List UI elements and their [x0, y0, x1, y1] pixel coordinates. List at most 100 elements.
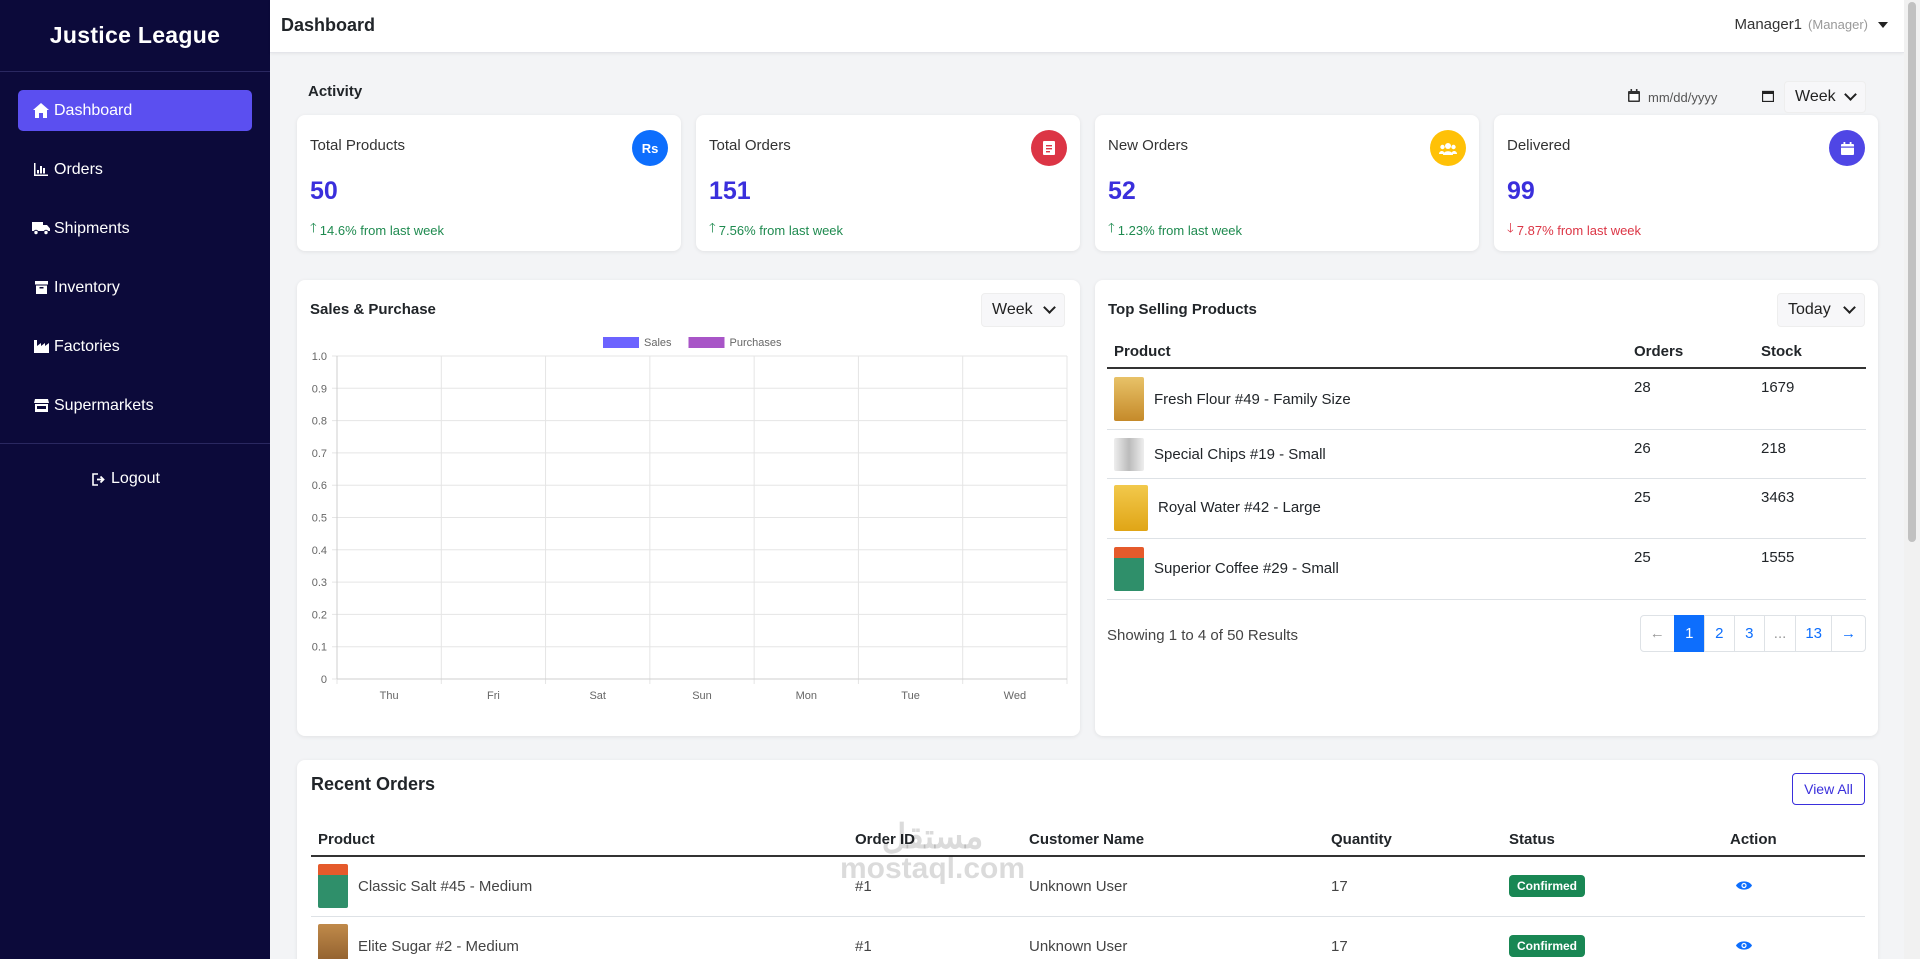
- sidebar-item-label: Orders: [54, 160, 103, 178]
- stat-label: Total Products: [310, 137, 406, 154]
- sidebar-item-label: Shipments: [54, 219, 130, 237]
- stat-label: Total Orders: [709, 137, 791, 154]
- sales-purchase-chart: 0 0.1 0.2 0.3 0.4 0.5 0.6 0.7 0.8 0.9 1.0 Thu Fri Sat…: [312, 337, 1068, 702]
- stat-value: 99: [1507, 177, 1535, 205]
- stat-change-text: 7.56% from last week: [718, 222, 844, 238]
- calendar-icon: [1628, 89, 1640, 105]
- order-id: #1: [848, 916, 1022, 959]
- pagination-page[interactable]: 13: [1795, 615, 1832, 652]
- y-tick-label: 0: [321, 674, 327, 686]
- pagination-page[interactable]: 1: [1673, 615, 1705, 652]
- sidebar-item-label: Dashboard: [54, 101, 133, 119]
- customer-name: Unknown User: [1022, 856, 1324, 917]
- sidebar-item-label: Inventory: [54, 278, 120, 296]
- x-tick-label: Tue: [901, 690, 920, 702]
- sidebar-item-dashboard[interactable]: Dashboard: [18, 90, 252, 131]
- user-menu[interactable]: Manager1 (Manager): [1734, 16, 1888, 33]
- customer-name: Unknown User: [1022, 916, 1324, 959]
- sidebar-item-supermarkets[interactable]: Supermarkets: [18, 385, 252, 426]
- legend-label: Purchases: [730, 337, 782, 349]
- product-name: Elite Sugar #2 - Medium: [358, 937, 519, 955]
- sales-panel-title: Sales & Purchase: [310, 301, 436, 318]
- user-role: (Manager): [1808, 17, 1868, 32]
- arrow-down-icon: 🡓: [1507, 220, 1514, 235]
- column-header: Quantity: [1324, 824, 1502, 857]
- arrow-up-icon: 🡑: [1108, 220, 1115, 235]
- column-header: Orders: [1627, 336, 1754, 369]
- stat-change-text: 14.6% from last week: [319, 222, 445, 238]
- chevron-down-icon: [1843, 301, 1856, 314]
- sidebar-item-label: Supermarkets: [54, 396, 154, 414]
- period-label: Week: [992, 301, 1033, 318]
- date-input[interactable]: mm/dd/yyyy: [1622, 81, 1775, 113]
- stat-card-delivered: Delivered 99 🡓 7.87% from last week: [1494, 115, 1878, 251]
- product-name: Royal Water #42 - Large: [1158, 499, 1321, 516]
- sidebar-item-factories[interactable]: Factories: [18, 326, 252, 367]
- stat-change-text: 1.23% from last week: [1117, 222, 1243, 238]
- box-icon: [32, 280, 50, 296]
- eye-icon[interactable]: [1736, 940, 1752, 951]
- y-tick-label: 0.7: [312, 448, 327, 460]
- y-tick-label: 0.2: [312, 609, 327, 621]
- activity-period-select[interactable]: Week: [1784, 81, 1866, 113]
- y-tick-label: 0.4: [312, 545, 327, 557]
- eye-icon[interactable]: [1736, 880, 1752, 891]
- logout-button[interactable]: Logout: [0, 470, 252, 488]
- sidebar-divider: [0, 443, 270, 444]
- sidebar-item-shipments[interactable]: Shipments: [18, 208, 252, 249]
- y-tick-label: 0.6: [312, 480, 327, 492]
- chart-bar-icon: [32, 162, 50, 178]
- stock-count: 1555: [1754, 538, 1866, 600]
- pagination-page[interactable]: 2: [1703, 615, 1735, 652]
- stat-change: 🡑 7.56% from last week: [709, 219, 843, 241]
- x-tick-label: Sun: [692, 690, 712, 702]
- recent-orders-title: Recent Orders: [311, 774, 436, 794]
- sales-purchase-panel: Sales & Purchase Week 0 0.1 0.2 0.3 0.4 0.5 0.…: [297, 280, 1080, 736]
- product-name: Classic Salt #45 - Medium: [358, 877, 533, 895]
- stock-count: 3463: [1754, 478, 1866, 539]
- activity-title: Activity: [308, 83, 363, 100]
- stat-card-new-orders: New Orders 52 🡑 1.23% from last week: [1095, 115, 1479, 251]
- sales-period-select[interactable]: Week: [981, 293, 1065, 327]
- product-thumbnail: [318, 864, 348, 909]
- top-selling-panel: Top Selling Products Today Product Order…: [1095, 280, 1878, 736]
- stat-change: 🡑 1.23% from last week: [1108, 219, 1242, 241]
- page-scrollbar[interactable]: [1904, 0, 1920, 959]
- period-label: Week: [1795, 88, 1836, 105]
- recent-orders-panel: Recent Orders View All Product Order ID …: [297, 760, 1878, 959]
- pagination-summary: Showing 1 to 4 of 50 Results: [1107, 627, 1298, 644]
- arrow-up-icon: 🡑: [310, 220, 317, 235]
- stat-value: 151: [709, 177, 751, 205]
- date-picker-icon[interactable]: [1761, 90, 1775, 105]
- y-tick-label: 0.8: [312, 416, 327, 428]
- stat-change-text: 7.87% from last week: [1516, 222, 1642, 238]
- status-badge: Confirmed: [1509, 875, 1585, 898]
- sidebar-item-orders[interactable]: Orders: [18, 149, 252, 190]
- table-row: Royal Water #42 - Large 25 3463: [1107, 478, 1866, 539]
- pagination-prev[interactable]: ←: [1639, 615, 1675, 652]
- calendar-icon: [1829, 130, 1865, 166]
- topbar: Dashboard Manager1 (Manager): [270, 0, 1904, 53]
- y-tick-label: 0.1: [312, 642, 327, 654]
- x-tick-label: Fri: [487, 690, 500, 702]
- view-all-button[interactable]: View All: [1792, 773, 1865, 805]
- legend-swatch: [603, 337, 639, 348]
- y-tick-label: 0.5: [312, 513, 327, 525]
- pagination-next[interactable]: →: [1831, 615, 1866, 652]
- scrollbar-thumb[interactable]: [1908, 2, 1916, 542]
- table-row: Fresh Flour #49 - Family Size 28 1679: [1107, 368, 1866, 430]
- rupee-icon-text: Rs: [641, 140, 659, 156]
- orders-count: 28: [1627, 368, 1754, 430]
- stock-count: 218: [1754, 429, 1866, 479]
- top-selling-period-select[interactable]: Today: [1777, 293, 1865, 327]
- status-badge: Confirmed: [1509, 935, 1585, 957]
- x-tick-label: Thu: [380, 690, 399, 702]
- sidebar-item-inventory[interactable]: Inventory: [18, 267, 252, 308]
- column-header: Product: [1107, 336, 1627, 369]
- pagination-page[interactable]: 3: [1733, 615, 1765, 652]
- legend-label: Sales: [644, 337, 672, 349]
- stat-value: 50: [310, 177, 338, 205]
- factory-icon: [32, 339, 50, 355]
- rupee-icon: Rs: [632, 130, 668, 166]
- product-name: Superior Coffee #29 - Small: [1154, 560, 1339, 577]
